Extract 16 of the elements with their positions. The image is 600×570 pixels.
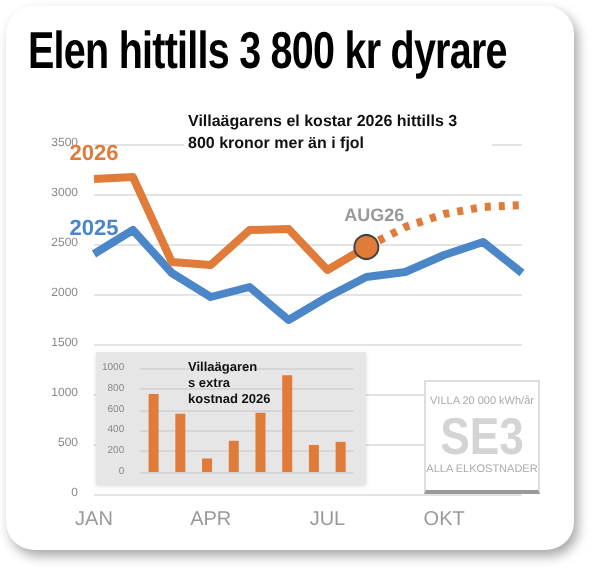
x-tick-label: JAN xyxy=(75,509,113,531)
x-tick-label: APR xyxy=(190,509,232,531)
bar xyxy=(282,375,293,472)
bar xyxy=(255,412,266,472)
series-label: 2025 xyxy=(69,217,119,241)
bar xyxy=(202,458,213,472)
bar xyxy=(308,444,319,472)
bar xyxy=(148,394,159,472)
annotation: AUG26 xyxy=(344,205,405,225)
bar xyxy=(335,441,346,472)
bar xyxy=(228,440,239,472)
x-tick-label: JUL xyxy=(309,509,347,531)
annotation: Villaägarens el kostar 2026 hittills 3 800 kronor mer än i fjol xyxy=(188,112,462,152)
bar xyxy=(175,413,186,472)
x-tick-label: OKT xyxy=(423,509,465,531)
chart-title: Elen hittills 3 800 kr dyrare xyxy=(28,20,507,82)
